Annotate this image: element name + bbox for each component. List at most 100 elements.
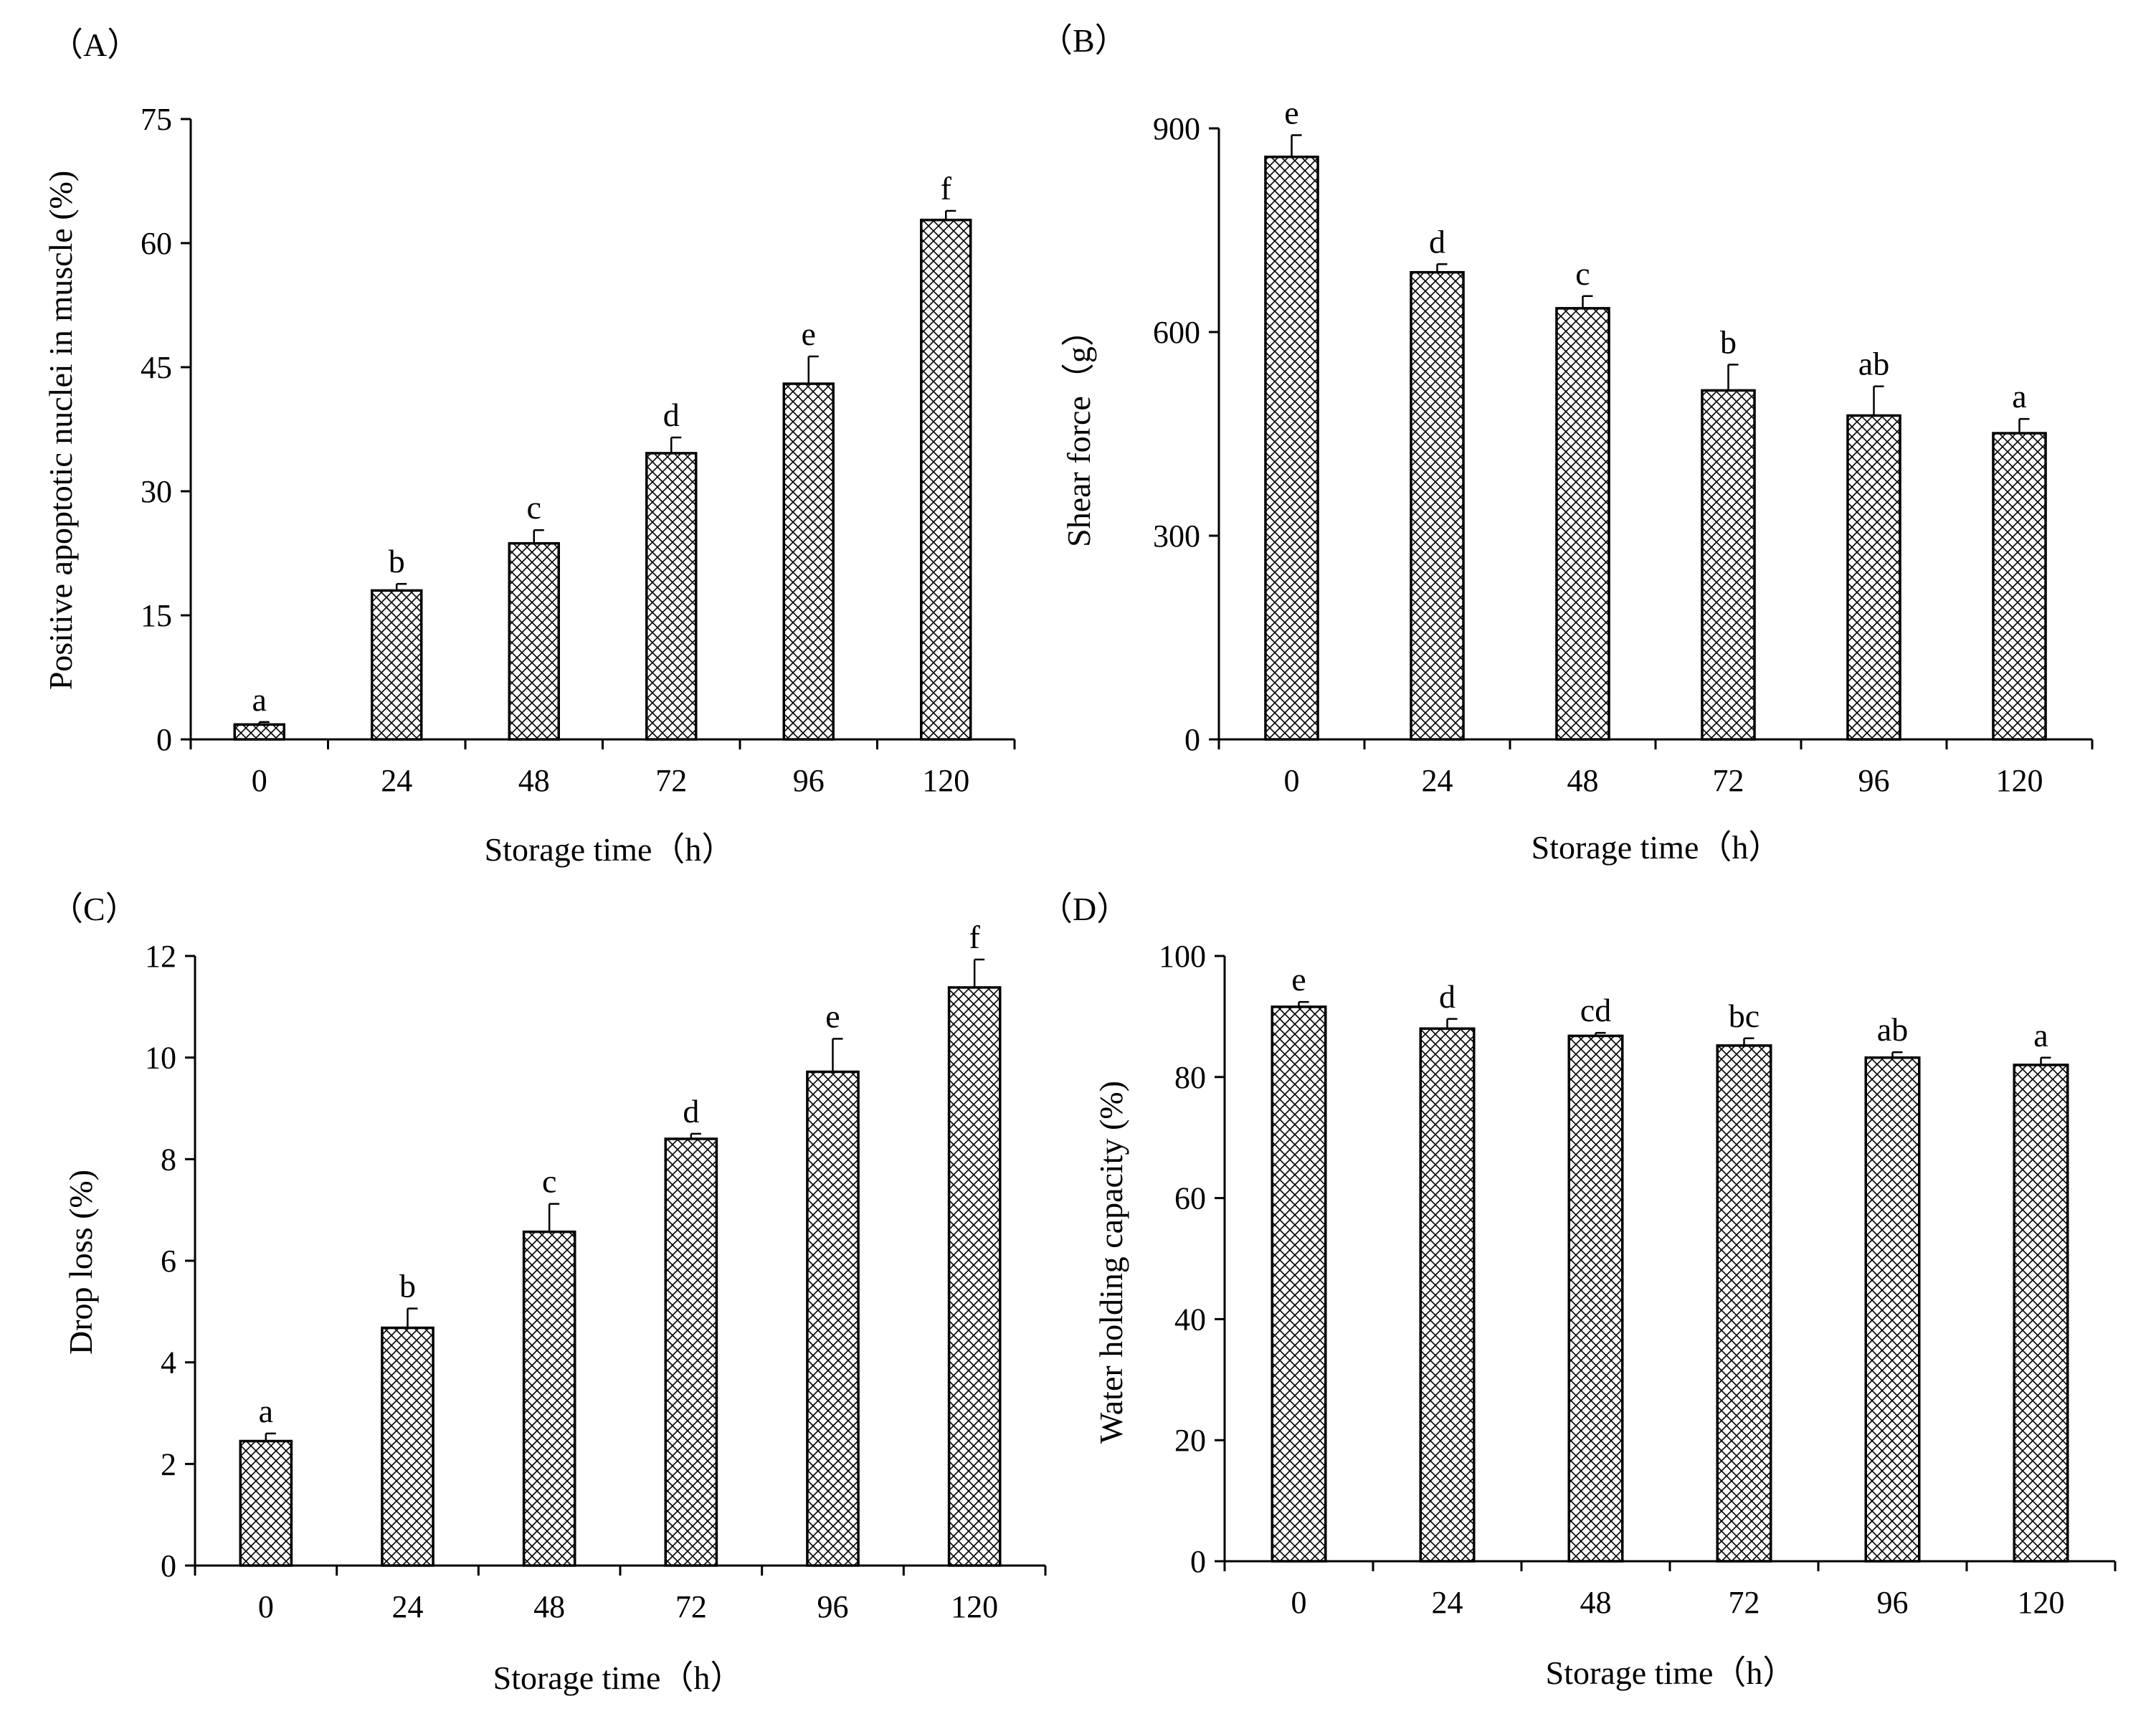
- significance-label: d: [1439, 978, 1455, 1015]
- panel-label: （A）: [50, 27, 140, 63]
- x-tick-label: 48: [518, 763, 550, 798]
- bar: [508, 541, 560, 741]
- y-tick-label: 2: [161, 1447, 176, 1482]
- y-tick-label: 4: [161, 1345, 176, 1381]
- x-axis-title: Storage time（h）: [1531, 829, 1782, 866]
- x-tick-label: 72: [1729, 1585, 1760, 1620]
- x-tick-label: 72: [655, 763, 687, 798]
- bar: [1864, 1056, 1921, 1563]
- y-tick-label: 40: [1174, 1302, 1206, 1337]
- y-tick-label: 900: [1153, 111, 1200, 146]
- bar: [806, 1070, 860, 1567]
- panel-D: （D） 0 20 40 60 80 100 e 0 d 24 cd 48 bc 72 ab 96 a 120 Stor…: [1040, 891, 2117, 1691]
- significance-label: ab: [1858, 346, 1889, 382]
- significance-label: f: [969, 919, 981, 955]
- bar: [664, 1137, 718, 1567]
- bar: [1410, 270, 1465, 741]
- bar: [920, 218, 972, 741]
- significance-label: a: [2012, 378, 2026, 415]
- bar: [782, 382, 835, 741]
- y-tick-label: 60: [1174, 1181, 1206, 1216]
- y-tick-label: 0: [1184, 722, 1200, 757]
- bar: [1716, 1044, 1772, 1563]
- significance-label: a: [2033, 1017, 2048, 1054]
- y-tick-label: 6: [161, 1244, 176, 1279]
- bar: [1992, 432, 2047, 741]
- x-tick-label: 48: [1567, 763, 1599, 798]
- x-tick-label: 120: [2018, 1585, 2065, 1620]
- significance-label: b: [1720, 323, 1737, 360]
- x-tick-label: 24: [392, 1589, 424, 1624]
- significance-label: c: [1575, 255, 1590, 292]
- y-tick-label: 300: [1153, 519, 1200, 554]
- x-tick-label: 72: [675, 1589, 707, 1624]
- y-axis-title: Shear force（g）: [1060, 313, 1097, 547]
- y-tick-label: 12: [145, 939, 176, 974]
- bar: [1701, 389, 1756, 741]
- y-tick-label: 10: [145, 1041, 176, 1076]
- significance-label: bc: [1729, 998, 1760, 1034]
- x-axis-title: Storage time（h）: [485, 831, 735, 868]
- bar: [233, 723, 285, 741]
- panel-label: （D）: [1040, 891, 1129, 927]
- significance-label: e: [1291, 961, 1306, 998]
- x-tick-label: 96: [817, 1589, 849, 1624]
- y-tick-label: 0: [161, 1548, 176, 1583]
- bar: [1264, 156, 1319, 741]
- significance-label: b: [399, 1268, 416, 1305]
- y-axis-title: Water holding capacity (%): [1093, 1081, 1129, 1444]
- y-tick-label: 80: [1174, 1060, 1206, 1095]
- significance-label: d: [683, 1093, 699, 1130]
- panel-label: （C）: [50, 891, 138, 927]
- y-tick-label: 15: [141, 598, 172, 633]
- y-tick-label: 100: [1159, 939, 1206, 974]
- x-axis-title: Storage time（h）: [493, 1659, 744, 1696]
- y-tick-label: 8: [161, 1142, 176, 1177]
- bar: [645, 452, 698, 741]
- bar: [2013, 1064, 2069, 1563]
- significance-label: e: [802, 316, 816, 352]
- x-axis-title: Storage time（h）: [1546, 1654, 1796, 1691]
- significance-label: d: [663, 397, 680, 433]
- y-axis-title: Drop loss (%): [62, 1170, 99, 1355]
- significance-label: f: [941, 170, 952, 207]
- significance-label: b: [389, 543, 405, 579]
- significance-label: a: [252, 681, 267, 718]
- x-tick-label: 0: [258, 1589, 274, 1624]
- x-tick-label: 96: [1877, 1585, 1909, 1620]
- x-tick-label: 48: [1580, 1585, 1612, 1620]
- x-tick-label: 24: [1432, 1585, 1463, 1620]
- significance-label: e: [1284, 94, 1298, 131]
- y-tick-label: 45: [141, 350, 172, 385]
- x-tick-label: 120: [951, 1589, 998, 1624]
- x-tick-label: 0: [1284, 763, 1300, 798]
- x-tick-label: 24: [1422, 763, 1453, 798]
- panel-label: （B）: [1040, 22, 1128, 59]
- x-tick-label: 120: [1996, 763, 2043, 798]
- bar: [371, 589, 423, 741]
- significance-label: cd: [1580, 992, 1611, 1028]
- y-tick-label: 30: [141, 474, 172, 509]
- bar: [1555, 307, 1610, 741]
- bar: [947, 986, 1002, 1567]
- y-tick-label: 60: [141, 226, 172, 261]
- bar: [1271, 1005, 1327, 1563]
- x-tick-label: 0: [1291, 1585, 1307, 1620]
- significance-label: e: [825, 998, 840, 1034]
- y-tick-label: 600: [1153, 315, 1200, 350]
- y-tick-label: 75: [141, 102, 172, 137]
- significance-label: d: [1429, 223, 1445, 260]
- bar: [1419, 1027, 1476, 1563]
- bar: [381, 1326, 434, 1567]
- x-tick-label: 0: [252, 763, 267, 798]
- bar: [1567, 1034, 1624, 1563]
- bar: [522, 1230, 576, 1567]
- y-tick-label: 0: [156, 722, 172, 757]
- panel-B: （B） 0 300 600 900 e 0 d 24 c 48 b 72 ab 96 a 120 Storage …: [1040, 22, 2094, 866]
- y-tick-label: 0: [1190, 1544, 1206, 1579]
- x-tick-label: 24: [381, 763, 412, 798]
- y-axis-title: Positive apoptotic nuclei in muscle (%): [42, 171, 79, 690]
- significance-label: ab: [1877, 1011, 1908, 1048]
